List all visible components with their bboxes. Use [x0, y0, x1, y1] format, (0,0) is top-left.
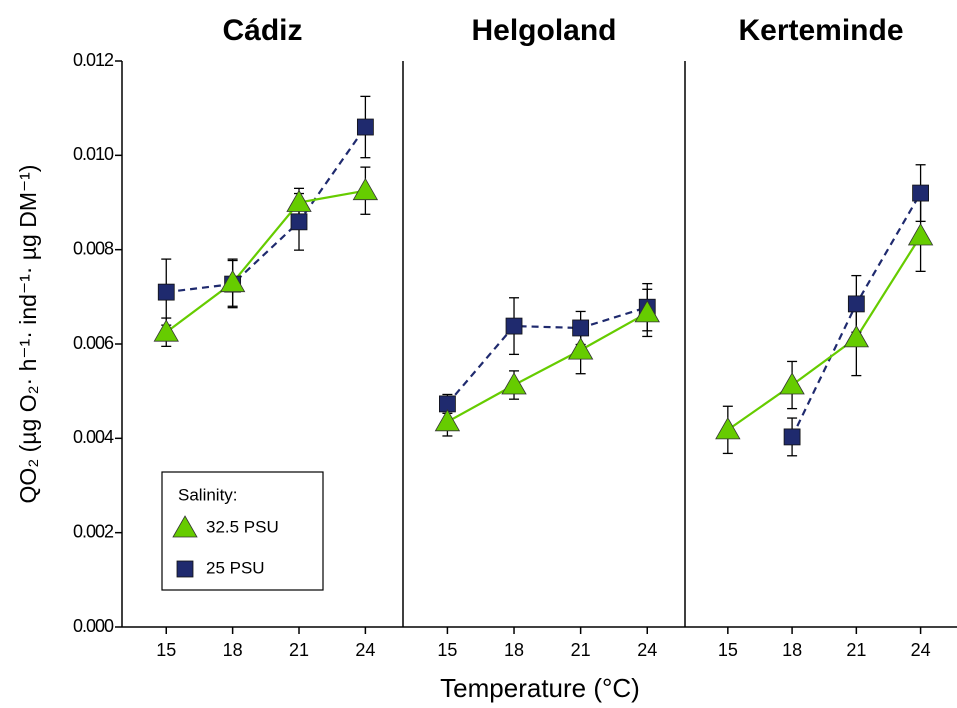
x-tick-label: 24 — [637, 640, 657, 660]
series-line — [165, 189, 366, 334]
marker-triangle — [843, 325, 870, 348]
y-tick-label: 0.006 — [73, 333, 114, 353]
panel-title: Kerteminde — [738, 14, 903, 47]
marker-square — [912, 184, 929, 202]
marker-square — [176, 560, 194, 578]
x-tick-label: 24 — [911, 640, 931, 660]
y-tick-label: 0.008 — [73, 238, 114, 258]
x-tick-label: 15 — [437, 640, 457, 660]
series-line — [446, 311, 648, 423]
marker-triangle — [907, 223, 934, 246]
legend-label: 25 PSU — [206, 558, 265, 577]
marker-square — [157, 283, 175, 301]
x-tick-label: 21 — [846, 640, 866, 660]
y-axis-label: QO₂ (µg O₂· h⁻¹· ind⁻¹· µg DM⁻¹) — [15, 165, 41, 504]
marker-triangle — [779, 372, 805, 395]
x-tick-label: 18 — [504, 640, 524, 660]
marker-square — [783, 428, 801, 446]
marker-triangle — [634, 300, 660, 323]
marker-triangle — [715, 417, 741, 440]
y-tick-label: 0.012 — [73, 50, 114, 70]
marker-square — [847, 295, 865, 313]
marker-triangle — [567, 337, 594, 360]
x-tick-label: 21 — [571, 640, 591, 660]
series-line — [166, 126, 367, 294]
x-tick-label: 18 — [223, 640, 243, 660]
y-tick-label: 0.010 — [73, 144, 114, 164]
marker-triangle — [219, 269, 246, 293]
x-axis-label: Temperature (°C) — [440, 673, 640, 703]
legend-label: 32.5 PSU — [206, 517, 279, 536]
x-tick-label: 15 — [156, 640, 176, 660]
marker-square — [572, 319, 590, 337]
marker-square — [290, 213, 308, 231]
legend-title: Salinity: — [178, 485, 238, 504]
panel-title: Helgoland — [471, 14, 616, 47]
series-line — [446, 306, 648, 405]
x-tick-label: 24 — [355, 640, 375, 660]
marker-triangle — [352, 177, 379, 201]
marker-square — [356, 118, 374, 136]
marker-triangle — [434, 409, 461, 432]
y-tick-label: 0.002 — [73, 521, 114, 541]
panel-title: Cádiz — [222, 14, 302, 47]
x-tick-label: 15 — [718, 640, 738, 660]
x-tick-label: 18 — [782, 640, 802, 660]
series-line — [727, 235, 922, 431]
marker-triangle — [153, 319, 179, 342]
marker-triangle — [286, 189, 312, 212]
y-tick-label: 0.004 — [73, 427, 114, 447]
y-tick-label: 0.000 — [73, 616, 114, 636]
marker-triangle — [501, 372, 527, 395]
x-tick-label: 21 — [289, 640, 309, 660]
marker-square — [505, 317, 523, 335]
marker-triangle — [172, 515, 198, 538]
